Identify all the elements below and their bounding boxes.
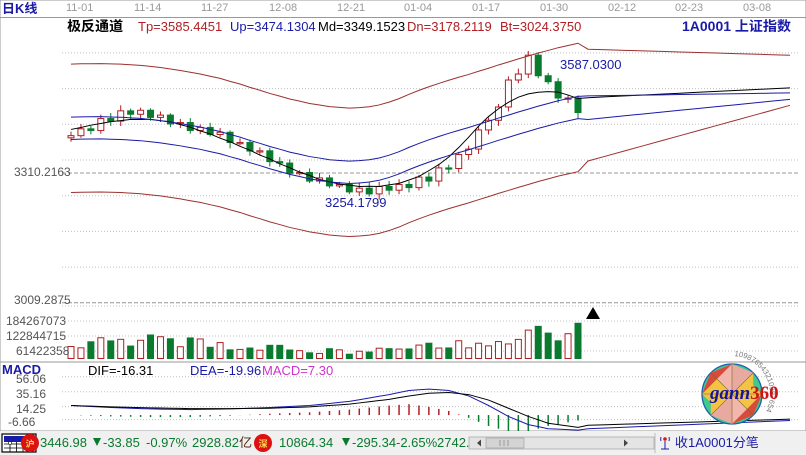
svg-text:沪: 沪	[25, 439, 34, 449]
svg-text:深: 深	[258, 439, 267, 449]
